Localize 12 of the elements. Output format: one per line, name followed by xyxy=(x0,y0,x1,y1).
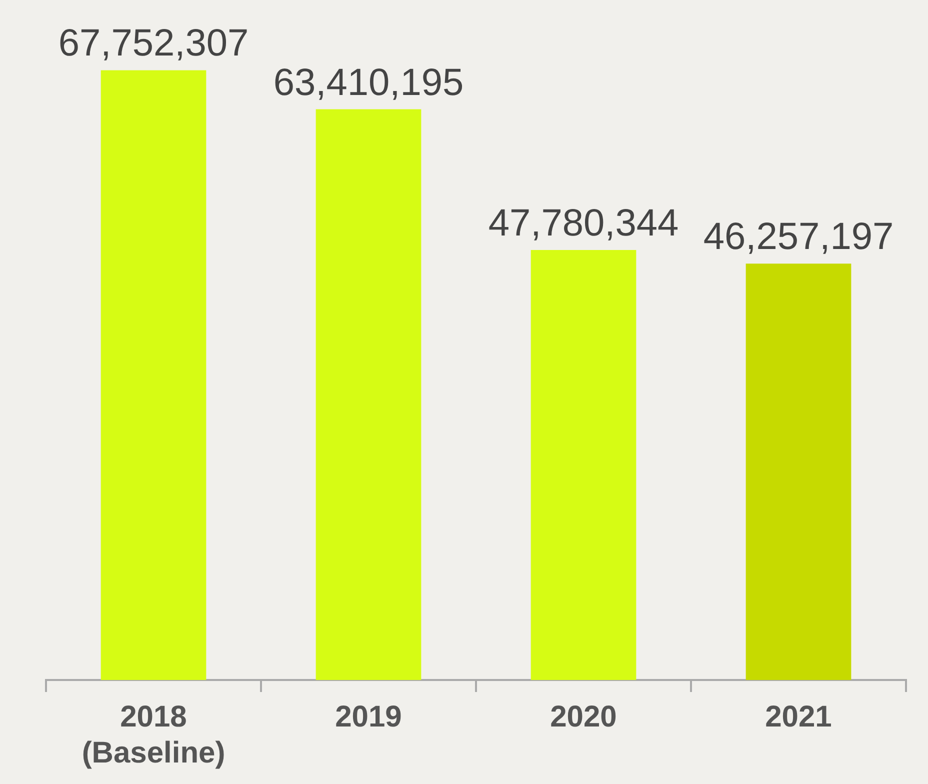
bar xyxy=(746,264,852,680)
data-label: 63,410,195 xyxy=(273,62,464,104)
x-tick-label: 2021 xyxy=(765,700,832,734)
bar xyxy=(316,109,422,680)
data-label: 47,780,344 xyxy=(488,202,679,244)
x-tick-label: 2020 xyxy=(550,700,617,734)
bar xyxy=(530,250,636,680)
x-tick-label: 2018 (Baseline) xyxy=(82,700,226,770)
bar xyxy=(100,70,206,680)
data-label: 67,752,307 xyxy=(58,22,249,65)
data-label: 46,257,197 xyxy=(703,216,894,258)
x-tick-label: 2019 xyxy=(335,700,402,734)
